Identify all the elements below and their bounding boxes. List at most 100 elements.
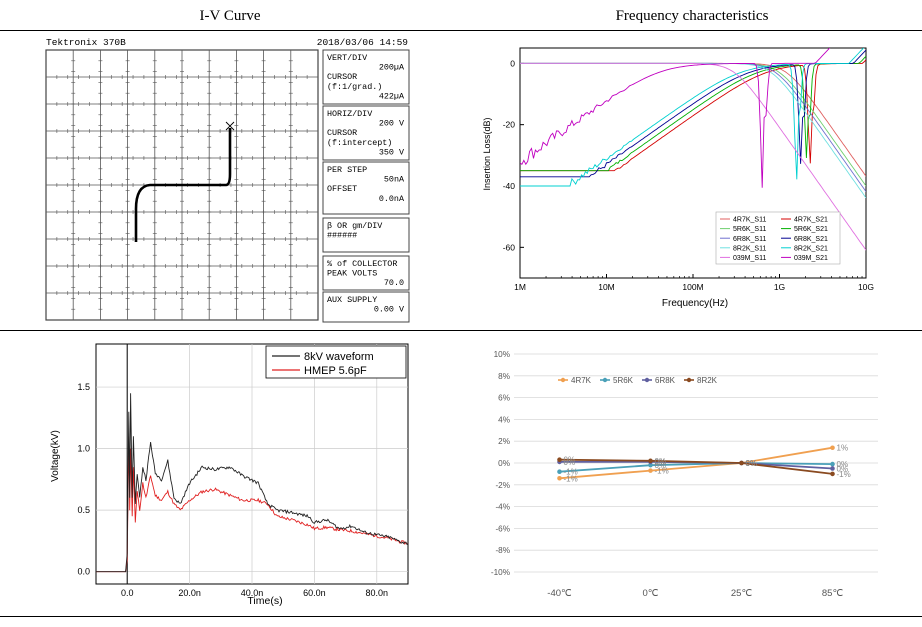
freq-ytick-label: -20 (503, 120, 516, 130)
temperature-drift-chart: 10% 8% 6% 4% 2% 0% -2% -4% -6% -8% -10% -40℃ 0℃ 25℃ 85… (491, 350, 878, 599)
freq-xtick-label: 10G (858, 282, 874, 292)
readout-line: AUX SUPPLY (327, 295, 377, 305)
temp-data-label: 0% (564, 456, 576, 465)
iv-curve-screen: Tektronix 370B 2018/03/06 14:59 VERT/DIV… (45, 37, 410, 323)
temp-data-label: 0% (655, 458, 667, 467)
readout-line: (f:intercept) (327, 138, 392, 148)
readout-line: 422µA (379, 91, 405, 101)
wave-xlabel: Time(s) (247, 595, 282, 607)
temp-data-label: 0% (655, 457, 667, 466)
readout-line: 50nA (384, 175, 405, 185)
wave-legend-label: 8kV waveform (304, 351, 374, 363)
readout-line: 0.00 V (374, 305, 404, 315)
freq-legend-box (715, 211, 841, 265)
temp-point (648, 458, 653, 464)
readout-panel (322, 255, 410, 291)
iv-trace-line (134, 128, 232, 242)
readout-line: PEAK VOLTS (327, 269, 377, 279)
temp-legend-label: 5R6K (613, 376, 634, 385)
temp-ytick-label: -8% (495, 546, 510, 555)
readout-line: 350 V (379, 147, 404, 157)
readout-line: 200µA (379, 63, 405, 73)
readout-line: 200 V (379, 119, 404, 129)
temperature-plot-area: 10% 8% 6% 4% 2% 0% -2% -4% -6% -8% -10% -40℃ 0℃ 25℃ 85… (491, 350, 878, 599)
wave-xtick-label: 0.0 (121, 588, 134, 598)
readout-line: CURSOR (327, 72, 357, 82)
readout-line: HORIZ/DIV (327, 109, 372, 119)
freq-series-039m_s21 (520, 48, 831, 188)
temp-point (830, 445, 835, 451)
temp-xtick-label: 85℃ (822, 588, 844, 599)
wave-legend-box (265, 345, 407, 379)
temp-xtick-label: 0℃ (643, 588, 659, 599)
freq-series-group (520, 48, 866, 251)
readout-line: β OR gm/DIV (327, 221, 382, 231)
freq-legend-label: 4R7K_S21 (794, 217, 828, 224)
wave-xtick-label: 80.0n (366, 588, 389, 598)
temp-legend-marker (686, 377, 692, 383)
table-divider-top (0, 30, 922, 31)
readout-line: CURSOR (327, 128, 357, 138)
freq-legend-label: 8R2K_S21 (794, 245, 828, 252)
wave-ytick-label: 1.5 (77, 382, 90, 392)
temp-ytick-label: 6% (498, 394, 510, 403)
freq-xlabel: Frequency(Hz) (662, 298, 728, 309)
freq-xtick-label: 100M (682, 282, 703, 292)
temp-ytick-label: -2% (495, 481, 510, 490)
temp-point (830, 466, 835, 471)
temp-ytick-label: -4% (495, 503, 510, 512)
wave-xtick-label: 60.0n (303, 588, 326, 598)
temp-data-label: 0% (837, 464, 849, 473)
wave-ytick-label: 0.0 (77, 567, 90, 577)
freq-legend-label: 5R6K_S21 (794, 226, 828, 233)
freq-legend-label: 4R7K_S11 (733, 217, 766, 224)
temp-point (557, 475, 562, 481)
temp-point (830, 461, 835, 467)
freq-series-5r6k_s21 (520, 55, 866, 172)
readout-panel (322, 217, 410, 253)
frequency-title: Frequency characteristics (615, 8, 769, 24)
table-divider-middle (0, 330, 922, 331)
temp-ytick-label: -6% (495, 524, 510, 533)
tek-readout-panels: VERT/DIV200µACURSOR(f:1/grad.)422µAHORIZ… (322, 49, 410, 323)
waveform-plot-area: 0.0 20.0n 40.0n 60.0n 80.0n 0.0 0.5 1.0 1.5 8kV w… (77, 343, 409, 598)
temp-point (557, 457, 562, 463)
temp-ytick-label: 2% (498, 437, 510, 446)
wave-series-1 (96, 436, 409, 573)
temp-legend-marker (560, 377, 566, 383)
temp-legend-marker (644, 377, 650, 383)
tek-datetime: 2018/03/06 14:59 (317, 37, 409, 48)
iv-trace (134, 121, 235, 242)
temp-series-4r7k (559, 446, 833, 480)
wave-xtick-label: 20.0n (178, 588, 201, 598)
temp-data-label: 0% (655, 461, 667, 470)
temp-data-label: 0% (746, 459, 758, 468)
freq-series-6r8k_s21 (520, 49, 866, 178)
temp-data-label: 0% (564, 458, 576, 467)
iv-curve-title: I-V Curve (199, 8, 261, 24)
readout-line: VERT/DIV (327, 53, 367, 63)
temp-ytick-label: -10% (491, 568, 510, 577)
freq-series-039m_s11 (520, 62, 866, 251)
readout-line: 70.0 (384, 278, 404, 288)
freq-legend-label: 039M_S11 (733, 255, 766, 262)
temp-data-label: -1% (564, 468, 578, 477)
temp-ytick-label: 10% (494, 350, 510, 359)
wave-series-0 (96, 393, 409, 573)
freq-xtick-label: 1G (774, 282, 785, 292)
frequency-chart: 1M 10M 100M 1G 10G 0 -20 -40 -60 4R7K_S11 4R7K_S21… (482, 47, 874, 309)
freq-legend: 4R7K_S11 4R7K_S21 5R6K_S11 5R6K_S21 6R8K_S11… (715, 211, 841, 265)
freq-xtick-label: 10M (598, 282, 615, 292)
tek-brand: Tektronix 370B (46, 37, 126, 48)
freq-ytick-label: -60 (503, 242, 516, 252)
wave-ytick-label: 1.0 (77, 444, 90, 454)
wave-legend: 8kV waveform HMEP 5.6pF (265, 345, 407, 379)
wave-ylabel: Voltage(kV) (50, 430, 61, 482)
temp-data-label: -1% (837, 470, 851, 479)
temp-legend-label: 6R8K (655, 376, 676, 385)
temp-point (648, 462, 653, 468)
readout-line: ###### (327, 231, 357, 241)
temp-legend: 4R7K 5R6K 6R8K 8R2K (558, 376, 718, 385)
wave-legend-label: HMEP 5.6pF (304, 365, 367, 377)
temp-point (739, 460, 744, 466)
